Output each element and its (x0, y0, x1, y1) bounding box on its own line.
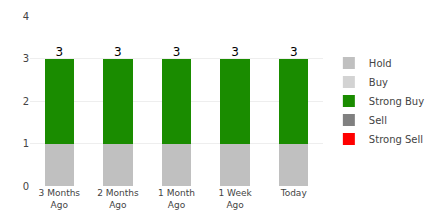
svg-text:1 MonthAgo: 1 MonthAgo (158, 188, 195, 210)
svg-text:Today: Today (280, 188, 308, 198)
svg-text:3: 3 (290, 45, 298, 59)
svg-text:3: 3 (231, 45, 239, 59)
svg-text:3: 3 (114, 45, 122, 59)
svg-text:3 MonthsAgo: 3 MonthsAgo (39, 188, 81, 210)
svg-text:4: 4 (23, 11, 29, 22)
svg-text:0: 0 (23, 181, 29, 192)
svg-text:Buy: Buy (369, 77, 388, 88)
svg-text:3: 3 (173, 45, 181, 59)
svg-text:Hold: Hold (369, 58, 392, 69)
svg-text:Sell: Sell (369, 115, 387, 126)
svg-text:2: 2 (23, 96, 29, 107)
svg-text:1: 1 (23, 138, 29, 149)
svg-text:Strong Sell: Strong Sell (369, 134, 423, 145)
svg-text:3: 3 (55, 45, 63, 59)
svg-text:2 MonthsAgo: 2 MonthsAgo (97, 188, 139, 210)
svg-text:1 WeekAgo: 1 WeekAgo (218, 188, 252, 210)
svg-text:3: 3 (23, 53, 29, 64)
svg-text:Strong Buy: Strong Buy (369, 96, 424, 107)
